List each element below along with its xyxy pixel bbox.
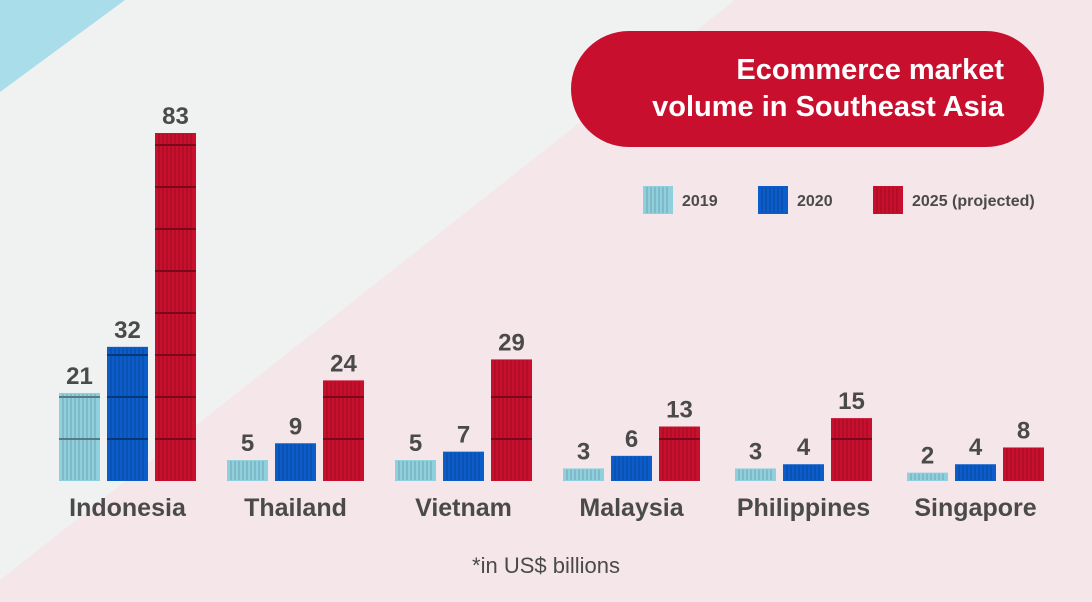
bar-texture [786, 465, 820, 480]
bar-texture [659, 427, 700, 480]
legend-label: 2019 [682, 193, 718, 210]
bar-texture [491, 360, 532, 480]
bar-texture [398, 461, 432, 480]
value-label: 5 [241, 430, 254, 457]
value-label: 29 [498, 329, 525, 356]
value-label: 8 [1017, 417, 1030, 444]
bar-texture [910, 473, 944, 480]
value-label: 6 [625, 426, 638, 453]
bar-texture [278, 444, 312, 480]
legend-swatch [873, 186, 903, 214]
value-label: 32 [114, 317, 141, 344]
bar-texture [738, 469, 772, 480]
bar-texture [59, 393, 100, 480]
legend-swatch [758, 186, 788, 214]
bar-texture [958, 465, 992, 480]
category-label: Vietnam [415, 494, 512, 522]
category-label: Thailand [244, 494, 347, 522]
chart-title: Ecommerce market volume in Southeast Asi… [652, 54, 1004, 123]
value-label: 4 [969, 434, 983, 461]
value-label: 3 [749, 438, 762, 465]
value-label: 24 [330, 350, 357, 377]
value-label: 21 [66, 363, 93, 390]
value-label: 7 [457, 422, 470, 449]
footnote: *in US$ billions [472, 553, 620, 578]
value-label: 15 [838, 388, 865, 415]
legend-label: 2025 (projected) [912, 193, 1035, 210]
legend-label: 2020 [797, 193, 833, 210]
bar-texture [230, 461, 264, 480]
bar-texture [566, 469, 600, 480]
category-label: Singapore [914, 494, 1036, 522]
bar-texture [1006, 448, 1040, 480]
legend: 2019 2020 2025 (projected) [643, 186, 1035, 214]
value-label: 3 [577, 438, 590, 465]
value-label: 2 [921, 443, 934, 470]
bar-texture [107, 347, 148, 480]
category-label: Indonesia [69, 494, 187, 522]
value-label: 9 [289, 413, 302, 440]
value-label: 83 [162, 103, 189, 130]
value-label: 5 [409, 430, 422, 457]
bars-group [59, 133, 1044, 481]
bar-texture [831, 419, 872, 480]
value-label: 4 [797, 434, 811, 461]
background-corner-accent [0, 0, 125, 92]
bar-texture [446, 452, 480, 480]
legend-swatch [643, 186, 673, 214]
bar-texture [614, 456, 648, 480]
category-label: Philippines [737, 494, 870, 522]
value-label: 13 [666, 396, 693, 423]
category-label: Malaysia [579, 494, 684, 522]
bar-texture [155, 134, 196, 480]
title-banner: Ecommerce market volume in Southeast Asi… [571, 31, 1044, 147]
bar-texture [323, 381, 364, 480]
